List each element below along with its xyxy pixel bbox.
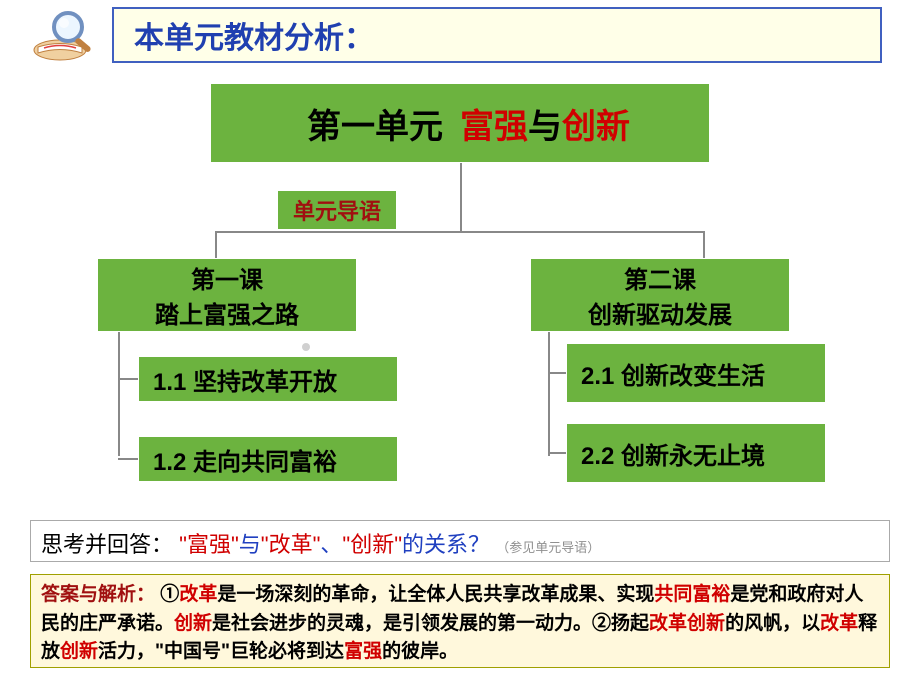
lesson1-line1: 第一课: [155, 260, 299, 295]
section-2-1-node: 2.1 创新改变生活: [566, 343, 826, 403]
question-note: （参见单元导语）: [496, 540, 600, 555]
connector-line: [215, 231, 217, 258]
connector-line: [703, 231, 705, 258]
question-box: 思考并回答： "富强"与"改革"、"创新"的关系？ （参见单元导语）: [30, 520, 890, 562]
section-1-1-label: 1.1 坚持改革开放: [153, 362, 337, 397]
question-segment: "改革": [261, 532, 321, 557]
center-dot: [302, 343, 310, 351]
answer-segment: 的风帆，以: [725, 613, 820, 634]
section-2-2-label: 2.2 创新永无止境: [581, 436, 765, 471]
answer-segment: 改革: [179, 584, 217, 605]
question-content: "富强"与"改革"、"创新"的关系？: [179, 532, 490, 557]
answer-segment: 是社会进步的灵魂，是引领发展的第一动力。②扬起: [212, 613, 649, 634]
title-segment: 富强: [460, 99, 528, 148]
connector-line: [215, 231, 705, 233]
answer-content: ①改革是一场深刻的革命，让全体人民共享改革成果、实现共同富裕是党和政府对人民的庄…: [41, 584, 877, 662]
section-1-2-label: 1.2 走向共同富裕: [153, 442, 337, 477]
lesson1-line2: 踏上富强之路: [155, 295, 299, 330]
title-segment: 第一单元: [290, 99, 460, 148]
lesson2-line1: 第二课: [588, 260, 732, 295]
header-title: 本单元教材分析：: [134, 22, 374, 55]
answer-segment: ①: [160, 584, 179, 605]
header-title-box: 本单元教材分析：: [112, 7, 882, 63]
connector-line: [118, 332, 120, 456]
answer-box: 答案与解析： ①改革是一场深刻的革命，让全体人民共享改革成果、实现共同富裕是党和…: [30, 574, 890, 668]
connector-line: [460, 163, 462, 231]
answer-segment: 改革: [820, 613, 858, 634]
magnifier-book-icon: [30, 5, 100, 65]
header-bar: 本单元教材分析：: [112, 10, 882, 60]
unit-title-node: 第一单元 富强与创新: [210, 83, 710, 163]
answer-label: 答案与解析：: [41, 584, 155, 605]
question-segment: "创新": [342, 532, 402, 557]
section-2-1-label: 2.1 创新改变生活: [581, 356, 765, 391]
answer-segment: 共同富裕: [654, 584, 730, 605]
connector-line: [548, 372, 566, 374]
answer-segment: 的彼岸。: [382, 641, 458, 662]
unit-intro-node: 单元导语: [277, 190, 397, 230]
title-segment: 创新: [562, 99, 630, 148]
answer-segment: 创新: [60, 641, 98, 662]
intro-label: 单元导语: [293, 194, 381, 226]
lesson1-node: 第一课 踏上富强之路: [97, 258, 357, 332]
answer-segment: 创新: [174, 613, 212, 634]
section-2-2-node: 2.2 创新永无止境: [566, 423, 826, 483]
question-segment: "富强": [179, 532, 239, 557]
question-prefix: 思考并回答：: [41, 532, 173, 557]
answer-segment: 富强: [344, 641, 382, 662]
lesson2-line2: 创新驱动发展: [588, 295, 732, 330]
answer-segment: 改革创新: [649, 613, 725, 634]
section-1-1-node: 1.1 坚持改革开放: [138, 356, 398, 402]
connector-line: [118, 378, 138, 380]
connector-line: [118, 458, 138, 460]
question-segment: 、: [320, 532, 342, 557]
answer-segment: 是一场深刻的革命，让全体人民共享改革成果、实现: [217, 584, 654, 605]
question-segment: 的关系？: [402, 532, 490, 557]
question-segment: 与: [239, 532, 261, 557]
connector-line: [548, 332, 550, 456]
answer-segment: 活力，"中国号"巨轮必将到达: [98, 641, 344, 662]
connector-line: [548, 452, 566, 454]
title-segment: 与: [528, 99, 562, 148]
section-1-2-node: 1.2 走向共同富裕: [138, 436, 398, 482]
lesson2-node: 第二课 创新驱动发展: [530, 258, 790, 332]
